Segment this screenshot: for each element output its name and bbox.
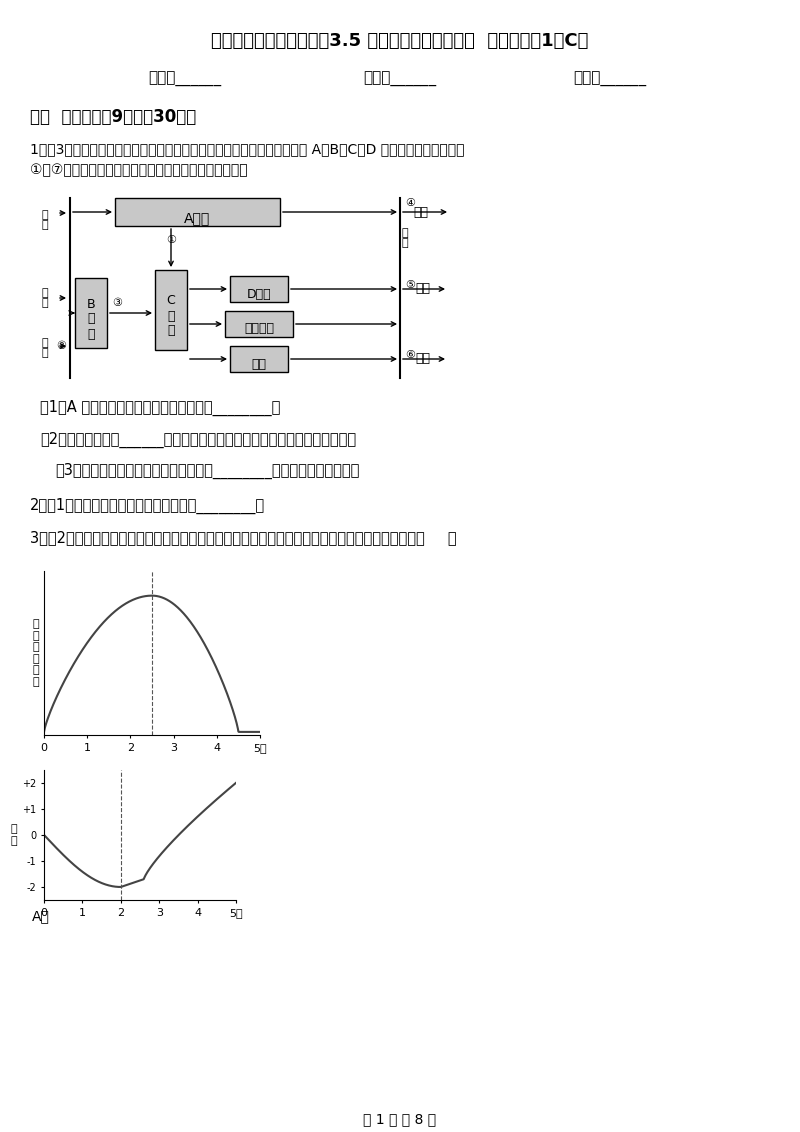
Text: ③: ③ (112, 298, 122, 308)
Text: 体: 体 (42, 348, 48, 358)
Text: ⑤: ⑤ (405, 280, 415, 290)
Text: 成绩：______: 成绩：______ (574, 72, 646, 87)
Bar (115, 198, 280, 226)
Text: 外: 外 (42, 288, 48, 298)
Text: 一、  填空题（共9题；共30分）: 一、 填空题（共9题；共30分） (30, 108, 196, 126)
Text: 外: 外 (402, 228, 408, 238)
Text: 3．（2分）如图所示表示每次呼吸肺内气量的变化曲线。与此相适应，符合肺内气压变化的曲线是（     ）: 3．（2分）如图所示表示每次呼吸肺内气量的变化曲线。与此相适应，符合肺内气压变化… (30, 530, 457, 544)
Text: 姓名：______: 姓名：______ (149, 72, 222, 87)
Text: 皮肤: 皮肤 (251, 358, 266, 370)
Text: ①～⑦表示人体的某些生理过程。请据图回答下列问题。: ①～⑦表示人体的某些生理过程。请据图回答下列问题。 (30, 163, 248, 177)
Text: ②: ② (56, 341, 66, 351)
Text: 粪便: 粪便 (413, 206, 428, 218)
Text: 界: 界 (402, 238, 408, 248)
Y-axis label: 气
压: 气 压 (10, 824, 17, 846)
Y-axis label: 吸
入
肺
的
气
量: 吸 入 肺 的 气 量 (32, 619, 39, 687)
Text: D系统: D系统 (246, 288, 271, 300)
Text: 尿液: 尿液 (415, 282, 430, 295)
Text: ④: ④ (405, 198, 415, 208)
Text: 1．（3分）如图是人体消化、呼吸、循环及排泄等生理活动示意图，其中 A、B、C、D 表示人体的几大系统。: 1．（3分）如图是人体消化、呼吸、循环及排泄等生理活动示意图，其中 A、B、C、… (30, 142, 465, 156)
Text: ①: ① (166, 235, 176, 245)
Text: 汗液: 汗液 (415, 352, 430, 365)
Text: 气: 气 (42, 338, 48, 348)
Text: （1）A 系统中吸收营养物质的主要场所是________。: （1）A 系统中吸收营养物质的主要场所是________。 (40, 400, 280, 417)
Bar (225, 311, 293, 337)
Bar (155, 271, 187, 350)
Text: 界: 界 (42, 298, 48, 308)
Text: 物: 物 (42, 220, 48, 230)
Text: （2）经过生理过程______（填图中数字序号），血液由静脉血变成动脉血。: （2）经过生理过程______（填图中数字序号），血液由静脉血变成动脉血。 (40, 432, 356, 448)
Text: C
系
统: C 系 统 (166, 294, 175, 337)
Bar (230, 276, 288, 302)
Text: B
系
统: B 系 统 (86, 298, 95, 341)
Text: 浙教版科学八年级下学期3.5 生物的呼吸和呼吸作用  同步测试（1）C卷: 浙教版科学八年级下学期3.5 生物的呼吸和呼吸作用 同步测试（1）C卷 (211, 32, 589, 50)
Bar (230, 346, 288, 372)
Text: 班级：______: 班级：______ (363, 72, 437, 87)
Text: A系统: A系统 (184, 211, 210, 225)
Bar (75, 278, 107, 348)
Text: 食: 食 (42, 211, 48, 220)
Text: 2．（1分）支气管最细的分支末端形成了________。: 2．（1分）支气管最细的分支末端形成了________。 (30, 498, 265, 514)
Text: （3）图示中属于排泄途径的是哪几条？________。（填图中数字序号）: （3）图示中属于排泄途径的是哪几条？________。（填图中数字序号） (55, 463, 359, 479)
Text: ⑥: ⑥ (405, 350, 415, 360)
Text: 第 1 页 共 8 页: 第 1 页 共 8 页 (363, 1112, 437, 1126)
Text: 细胞组织: 细胞组织 (244, 323, 274, 335)
Text: A．: A． (32, 909, 50, 924)
